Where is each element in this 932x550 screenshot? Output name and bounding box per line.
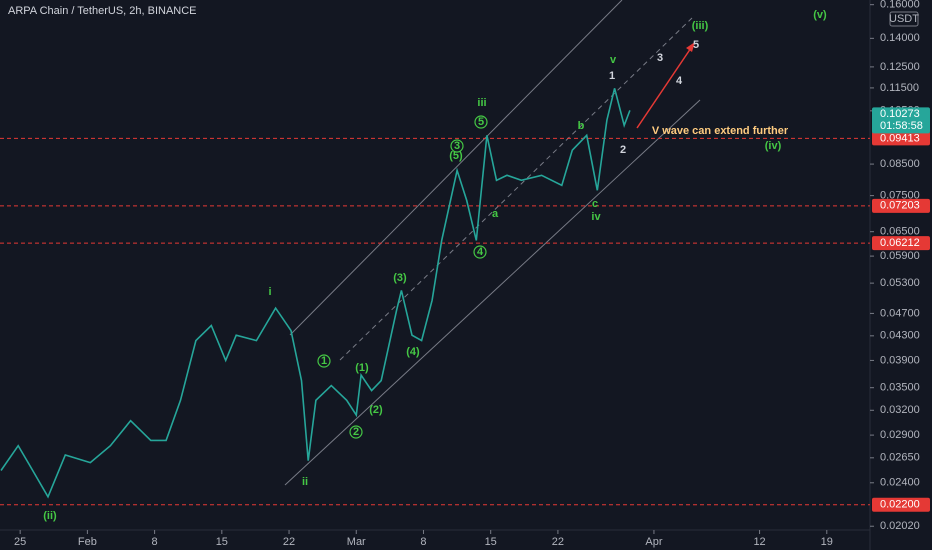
x-tick-label: 25	[14, 536, 26, 548]
wave-label: 4	[477, 246, 484, 258]
wave-label: 5	[693, 39, 699, 51]
wave-label: 3	[657, 52, 663, 64]
wave-label: b	[578, 120, 585, 132]
y-tick-label: 0.12500	[880, 61, 920, 73]
x-tick-label: 22	[283, 536, 295, 548]
channel-lower	[284, 99, 701, 486]
price-level-box	[872, 497, 930, 512]
y-tick-label: 0.02400	[880, 477, 920, 489]
wave-circle	[349, 425, 363, 439]
wave-circle	[474, 115, 488, 129]
wave-label: (3)	[393, 272, 407, 284]
x-tick-label: 15	[216, 536, 228, 548]
price-level-label: 0.09413	[880, 132, 920, 144]
x-tick-label: 19	[821, 536, 833, 548]
wave-label: 4	[676, 75, 683, 87]
x-tick-label: Mar	[347, 536, 366, 548]
currency-label: USDT	[889, 13, 919, 25]
x-tick-label: 8	[152, 536, 158, 548]
price-level-label: 0.02200	[880, 499, 920, 511]
price-level-label: 0.06212	[880, 237, 920, 249]
projection-arrow	[636, 44, 694, 129]
price-line	[0, 88, 631, 499]
y-tick-label: 0.04300	[880, 330, 920, 342]
y-tick-label: 0.03200	[880, 404, 920, 416]
y-tick-label: 0.06500	[880, 226, 920, 238]
channel-upper	[289, 0, 623, 336]
y-tick-label: 0.04700	[880, 307, 920, 319]
price-level-box	[872, 131, 930, 146]
wave-label: 3	[454, 140, 460, 152]
wave-circle	[317, 354, 331, 368]
y-tick-label: 0.02900	[880, 429, 920, 441]
price-level-box	[872, 198, 930, 213]
wave-label: i	[268, 286, 271, 298]
x-tick-label: 15	[485, 536, 497, 548]
wave-label: 2	[353, 426, 359, 438]
last-price-label: 0.10273	[880, 108, 920, 120]
x-tick-label: 22	[552, 536, 564, 548]
y-tick-label: 0.05300	[880, 277, 920, 289]
wave-label: v	[610, 54, 617, 66]
price-level-label: 0.07203	[880, 200, 920, 212]
wave-label: ii	[302, 476, 308, 488]
wave-label: 2	[620, 144, 626, 156]
wave-label: 1	[321, 355, 327, 367]
y-tick-label: 0.08500	[880, 158, 920, 170]
last-price-box	[872, 107, 930, 134]
wave-label: (2)	[369, 404, 383, 416]
x-tick-label: 8	[420, 536, 426, 548]
y-tick-label: 0.14000	[880, 32, 920, 44]
wave-label: (ii)	[43, 510, 57, 522]
wave-label: (iii)	[692, 20, 709, 32]
wave-label: 1	[609, 70, 615, 82]
wave-label: iii	[477, 97, 486, 109]
wave-label: (4)	[406, 346, 420, 358]
y-tick-label: 0.02650	[880, 452, 920, 464]
wave-label: c	[592, 198, 598, 210]
wave-label: 5	[478, 116, 484, 128]
countdown-label: 01:58:58	[880, 120, 923, 132]
wave-label: (1)	[355, 362, 369, 374]
wave-circle	[473, 245, 487, 259]
wave-label: (iv)	[765, 140, 782, 152]
wave-label: V wave can extend further	[652, 125, 789, 137]
wave-label: iv	[591, 211, 601, 223]
wave-label: (v)	[813, 9, 827, 21]
currency-box	[889, 11, 919, 27]
arrow-head	[686, 42, 695, 52]
wave-label: a	[492, 208, 499, 220]
wave-label: (5)	[449, 150, 463, 162]
y-tick-label: 0.07500	[880, 190, 920, 202]
x-tick-label: Apr	[645, 536, 662, 548]
y-tick-label: 0.03500	[880, 382, 920, 394]
wave-circle	[450, 139, 464, 153]
x-tick-label: Feb	[78, 536, 97, 548]
x-tick-label: 12	[753, 536, 765, 548]
y-tick-label: 0.05900	[880, 250, 920, 262]
price-level-box	[872, 236, 930, 251]
y-tick-label: 0.02020	[880, 520, 920, 532]
chart-title: ARPA Chain / TetherUS, 2h, BINANCE	[8, 5, 197, 17]
y-tick-label: 0.11500	[880, 82, 919, 94]
y-tick-label: 0.16000	[880, 0, 920, 11]
y-tick-label: 0.03900	[880, 354, 920, 366]
